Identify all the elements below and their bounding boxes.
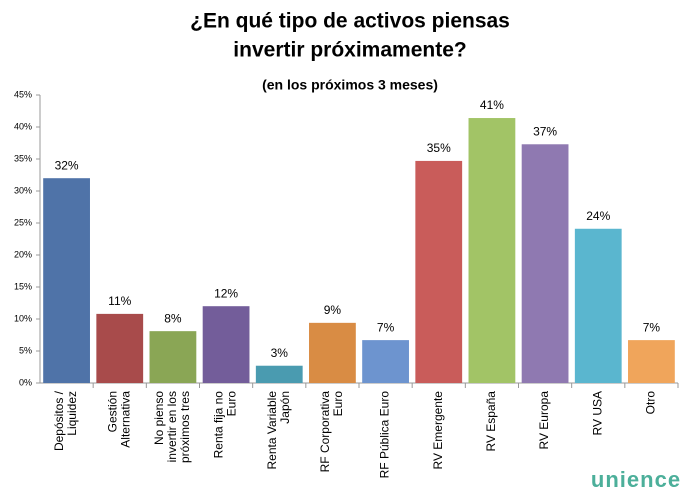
bar [202,306,250,383]
x-tick-label: RV Europa [537,391,551,450]
x-tick-label: RV Emergente [431,391,445,470]
value-label: 32% [55,158,79,172]
x-tick-label: GestiónAlternativa [105,391,132,448]
bar [521,144,569,383]
bar [43,178,90,383]
y-tick-label: 0% [19,377,32,387]
value-label: 35% [427,141,451,155]
x-tick-label: Renta fija noEuro [212,391,239,459]
bar [415,160,463,383]
value-label: 24% [586,209,610,223]
y-tick-label: 35% [14,153,32,163]
bar [309,322,356,383]
value-label: 7% [643,320,661,334]
value-label: 3% [271,346,289,360]
bar [628,340,675,383]
bar [96,313,144,383]
bar [255,365,303,383]
bar [574,228,622,383]
value-label: 11% [108,294,131,308]
y-tick-label: 5% [19,345,32,355]
chart-title: invertir próximamente? [233,39,466,62]
bar [149,331,197,383]
x-tick-label: RF Pública Euro [378,391,392,479]
logo: unience [591,467,681,492]
value-label: 8% [164,311,182,325]
x-tick-label: No piensoinvertir en lospróximos tres [152,391,192,463]
y-tick-label: 15% [14,281,32,291]
value-label: 9% [324,303,342,317]
value-label: 37% [533,124,557,138]
x-tick-label: RV España [484,391,498,452]
bar [468,118,516,383]
y-tick-label: 45% [14,89,32,99]
x-tick-label: RV USA [590,391,604,435]
x-tick-label: Renta VariableJapón [265,391,292,470]
y-tick-label: 30% [14,185,32,195]
y-tick-label: 25% [14,217,32,227]
value-label: 41% [480,98,504,112]
bar [362,340,409,383]
y-tick-label: 40% [14,121,32,131]
chart-subtitle: (en los próximos 3 meses) [262,77,438,93]
chart-title: ¿En qué tipo de activos piensas [190,10,510,33]
x-tick-label: Otro [644,391,658,415]
y-tick-label: 20% [14,249,32,259]
value-label: 12% [214,286,238,300]
x-tick-label: RF CorporativaEuro [318,391,345,473]
value-label: 7% [377,320,395,334]
x-tick-label: Depósitos /Liquidez [52,390,79,451]
y-tick-label: 10% [14,313,32,323]
